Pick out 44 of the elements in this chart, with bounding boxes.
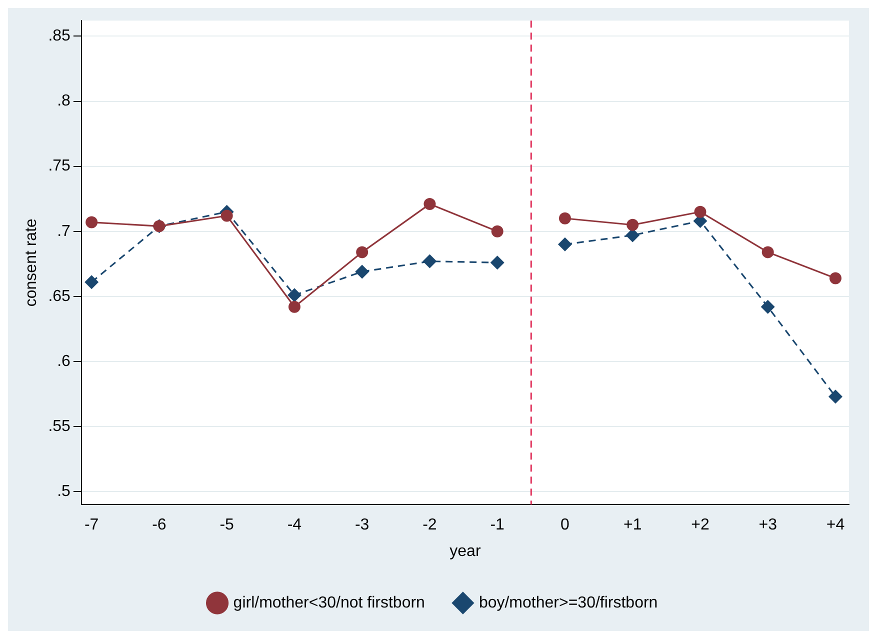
- x-tick-label: +4: [826, 516, 845, 534]
- x-tick-label: -7: [84, 516, 99, 534]
- y-tick-label: .7: [57, 222, 71, 240]
- point: [762, 246, 774, 258]
- y-tick-label: .75: [48, 158, 71, 175]
- point: [424, 198, 436, 210]
- y-tick-label: .6: [57, 352, 71, 370]
- point: [829, 272, 842, 284]
- x-tick-label: -4: [287, 516, 302, 534]
- point: [356, 246, 368, 258]
- y-tick-label: .55: [48, 418, 71, 435]
- point: [220, 210, 233, 222]
- point: [490, 256, 504, 270]
- x-tick-label: -3: [354, 516, 370, 534]
- y-tick-label: .5: [57, 482, 71, 500]
- x-tick-label: +2: [691, 516, 710, 534]
- y-tick-label: .65: [48, 288, 71, 305]
- point: [626, 218, 639, 231]
- point: [828, 390, 842, 404]
- point: [558, 212, 571, 224]
- y-tick-label: .8: [57, 92, 71, 110]
- point: [84, 275, 99, 290]
- x-tick-label: -1: [490, 516, 505, 534]
- y-tick-label: .85: [48, 28, 71, 45]
- point: [626, 228, 640, 242]
- x-tick-label: +1: [623, 516, 642, 534]
- x-tick-label: -6: [152, 516, 166, 534]
- point: [491, 225, 504, 238]
- point: [558, 237, 572, 252]
- point: [422, 254, 437, 268]
- x-tick-label: -5: [220, 516, 234, 534]
- point: [288, 300, 300, 313]
- point: [355, 264, 370, 279]
- point: [287, 288, 302, 302]
- x-tick-label: 0: [560, 516, 570, 534]
- y-axis-title: consent rate: [23, 218, 40, 307]
- legend-label: girl/mother<30/not firstborn: [233, 594, 425, 612]
- x-axis-title: year: [450, 542, 482, 560]
- legend-label: boy/mother>=30/firstborn: [478, 594, 658, 612]
- point: [760, 300, 775, 314]
- point: [86, 216, 98, 228]
- point: [694, 206, 706, 218]
- x-tick-label: +3: [758, 516, 778, 534]
- x-tick-label: -2: [422, 516, 437, 534]
